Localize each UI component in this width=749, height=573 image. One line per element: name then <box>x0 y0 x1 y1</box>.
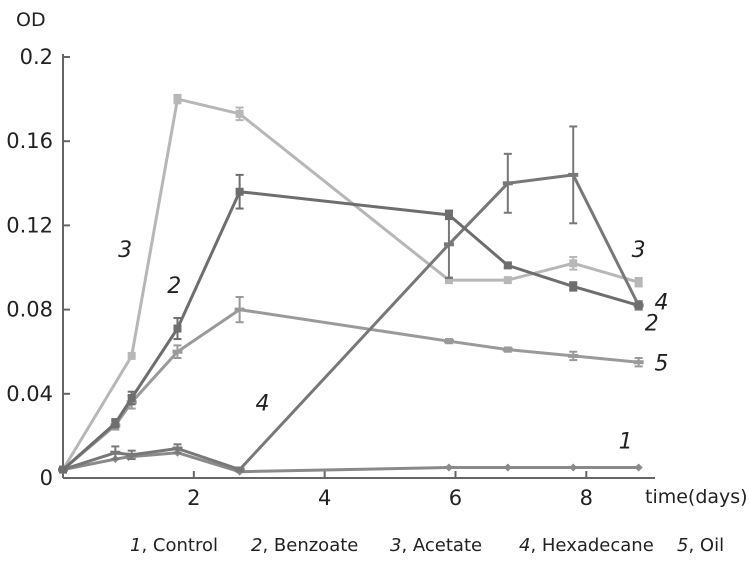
series-3-line <box>61 97 640 471</box>
series-5-end-label: 5 <box>655 352 669 377</box>
series-3-point-7 <box>634 278 643 287</box>
series-1-point-8 <box>634 463 643 472</box>
legend: 1, Control 2, Benzoate 3, Acetate 4, Hexade… <box>130 535 724 556</box>
series-2-point-8 <box>633 360 644 365</box>
series-1-point-6 <box>503 463 512 472</box>
x-tick-label-1: 4 <box>318 486 331 510</box>
y-tick-label-2: 0.08 <box>6 298 53 322</box>
curve-annotation-2: 4 <box>256 392 270 417</box>
data-series <box>58 93 644 476</box>
y-tick-label-0: 0 <box>40 466 53 490</box>
series-3-point-6 <box>569 259 578 268</box>
legend-item-3: 3, Acetate <box>390 535 482 556</box>
series-3-group <box>59 93 643 474</box>
series-4-point-6 <box>502 181 513 186</box>
series-3-point-2 <box>173 95 182 104</box>
legend-item-3-number: 3 <box>390 535 401 556</box>
x-tick-label-2: 6 <box>449 486 462 510</box>
series-2-line <box>62 308 639 471</box>
series-4-point-4 <box>234 467 245 472</box>
series-2-point-4 <box>234 307 245 312</box>
series-4-line <box>62 173 640 472</box>
series-4-end-label: 4 <box>655 291 669 316</box>
y-axis-title: OD <box>16 9 46 31</box>
series-2-point-5 <box>443 339 454 344</box>
legend-item-1: 1, Control <box>130 535 218 556</box>
series-2-point-7 <box>568 353 579 358</box>
axes: OD time(days) <box>16 9 748 508</box>
x-axis-title: time(days) <box>645 486 748 508</box>
series-3-end-label: 3 <box>632 238 646 263</box>
tick-marks: 0 0.04 0.08 0.12 0.16 0.2 2 4 6 8 <box>6 45 593 510</box>
series-4-point-7 <box>568 172 579 177</box>
legend-item-1-label: , Control <box>141 535 218 556</box>
series-4-point-3 <box>172 446 183 451</box>
series-5-point-8 <box>634 301 643 310</box>
y-tick-label-3: 0.12 <box>6 213 53 237</box>
legend-item-3-label: , Acetate <box>401 535 482 556</box>
series-2-group <box>58 295 644 472</box>
x-tick-label-0: 2 <box>187 486 200 510</box>
series-2-end-label: 2 <box>645 312 659 337</box>
legend-item-5: 5, Oil <box>677 535 724 556</box>
legend-item-2: 2, Benzoate <box>251 535 358 556</box>
y-tick-label-4: 0.16 <box>6 129 53 153</box>
series-3-point-1 <box>127 351 136 360</box>
series-5-point-7 <box>569 282 578 291</box>
legend-item-2-label: , Benzoate <box>262 535 358 556</box>
series-4-point-5 <box>443 242 454 247</box>
legend-item-4-label: , Hexadecane <box>530 535 653 556</box>
y-tick-label-1: 0.04 <box>6 382 53 406</box>
series-5-point-5 <box>444 210 453 219</box>
series-1-end-label: 1 <box>619 430 633 455</box>
y-tick-label-5: 0.2 <box>20 45 53 69</box>
series-5-point-1 <box>111 419 120 428</box>
legend-item-4: 4, Hexadecane <box>519 535 654 556</box>
legend-item-5-number: 5 <box>677 535 688 556</box>
x-tick-label-3: 8 <box>580 486 593 510</box>
series-5-point-4 <box>235 187 244 196</box>
series-5-point-0 <box>59 465 67 474</box>
series-3-point-4 <box>444 276 453 285</box>
series-4-point-2 <box>126 452 137 457</box>
series-2-point-3 <box>172 349 183 354</box>
series-5-point-3 <box>173 324 182 333</box>
series-2-point-6 <box>502 347 513 352</box>
legend-item-5-label: , Oil <box>688 535 724 556</box>
series-4-point-1 <box>110 450 121 455</box>
series-5-group <box>59 173 643 474</box>
series-5-point-6 <box>503 261 512 270</box>
legend-item-1-number: 1 <box>130 535 141 556</box>
curve-annotation-1: 2 <box>167 274 181 299</box>
series-1-line <box>62 451 639 474</box>
series-3-point-5 <box>503 276 512 285</box>
series-1-point-7 <box>569 463 578 472</box>
legend-item-4-number: 4 <box>519 535 530 556</box>
series-5-point-2 <box>127 394 136 403</box>
series-3-point-3 <box>235 109 244 118</box>
series-5-line <box>62 190 640 471</box>
series-1-point-5 <box>444 463 453 472</box>
series-4-group <box>58 125 644 473</box>
legend-item-2-number: 2 <box>251 535 262 556</box>
curve-annotation-0: 3 <box>118 238 132 263</box>
